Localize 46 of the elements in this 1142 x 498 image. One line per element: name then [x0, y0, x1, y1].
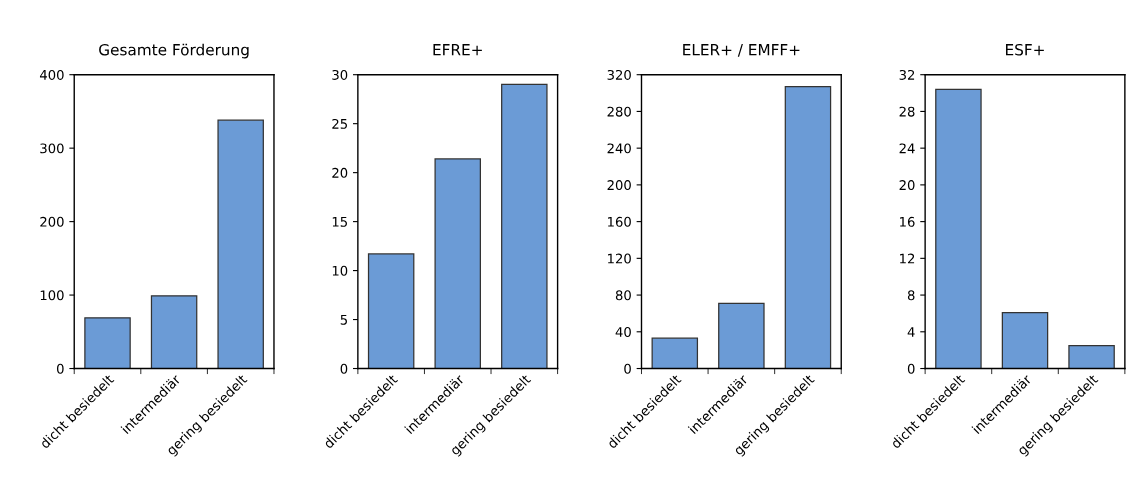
y-tick-label: 30: [332, 69, 348, 80]
bar: [784, 86, 832, 369]
bar: [501, 83, 548, 369]
y-tick-label: 24: [899, 143, 915, 154]
y-tick-label: 5: [340, 314, 347, 325]
chart-title: Gesamte Förderung: [99, 43, 249, 59]
y-tick-label: 200: [607, 180, 631, 191]
y-tick-label: 320: [607, 69, 631, 80]
y-tick-label: 120: [608, 253, 631, 264]
bar: [217, 119, 264, 369]
bar: [150, 295, 198, 369]
y-tick-label: 20: [332, 167, 348, 178]
y-tick-label: 160: [608, 216, 631, 227]
y-tick-label: 240: [607, 143, 631, 154]
y-tick-label: 300: [40, 143, 64, 154]
y-tick-label: 80: [615, 290, 631, 301]
y-tick-label: 10: [332, 265, 348, 276]
y-tick-label: 200: [40, 216, 64, 227]
bar: [1001, 311, 1049, 369]
y-tick-label: 16: [900, 216, 915, 227]
y-tick-label: 15: [332, 217, 347, 227]
bar: [84, 317, 131, 369]
y-tick-label: 400: [39, 69, 64, 80]
bar: [651, 337, 699, 369]
y-tick-label: 28: [899, 106, 915, 117]
y-tick-label: 12: [900, 253, 915, 264]
bar: [367, 253, 415, 369]
y-tick-label: 280: [607, 106, 631, 117]
y-tick-label: 100: [40, 290, 64, 301]
y-tick-label: 8: [907, 290, 915, 301]
y-tick-label: 4: [907, 327, 915, 337]
chart-title: EFRE+: [433, 44, 482, 56]
chart-title: ELER+ / EMFF+: [683, 44, 800, 57]
y-tick-label: 25: [332, 118, 347, 129]
chart-title: ESF+: [1006, 43, 1044, 56]
y-tick-label: 40: [615, 327, 631, 337]
y-tick-label: 0: [624, 363, 631, 374]
y-tick-label: 0: [340, 363, 348, 374]
y-tick-label: 20: [899, 180, 915, 191]
bar: [935, 88, 982, 369]
y-tick-label: 0: [56, 363, 64, 374]
y-tick-label: 0: [907, 363, 915, 374]
bar: [718, 302, 765, 369]
y-tick-label: 32: [899, 69, 915, 80]
bar: [1068, 344, 1115, 369]
bar: [434, 158, 481, 369]
